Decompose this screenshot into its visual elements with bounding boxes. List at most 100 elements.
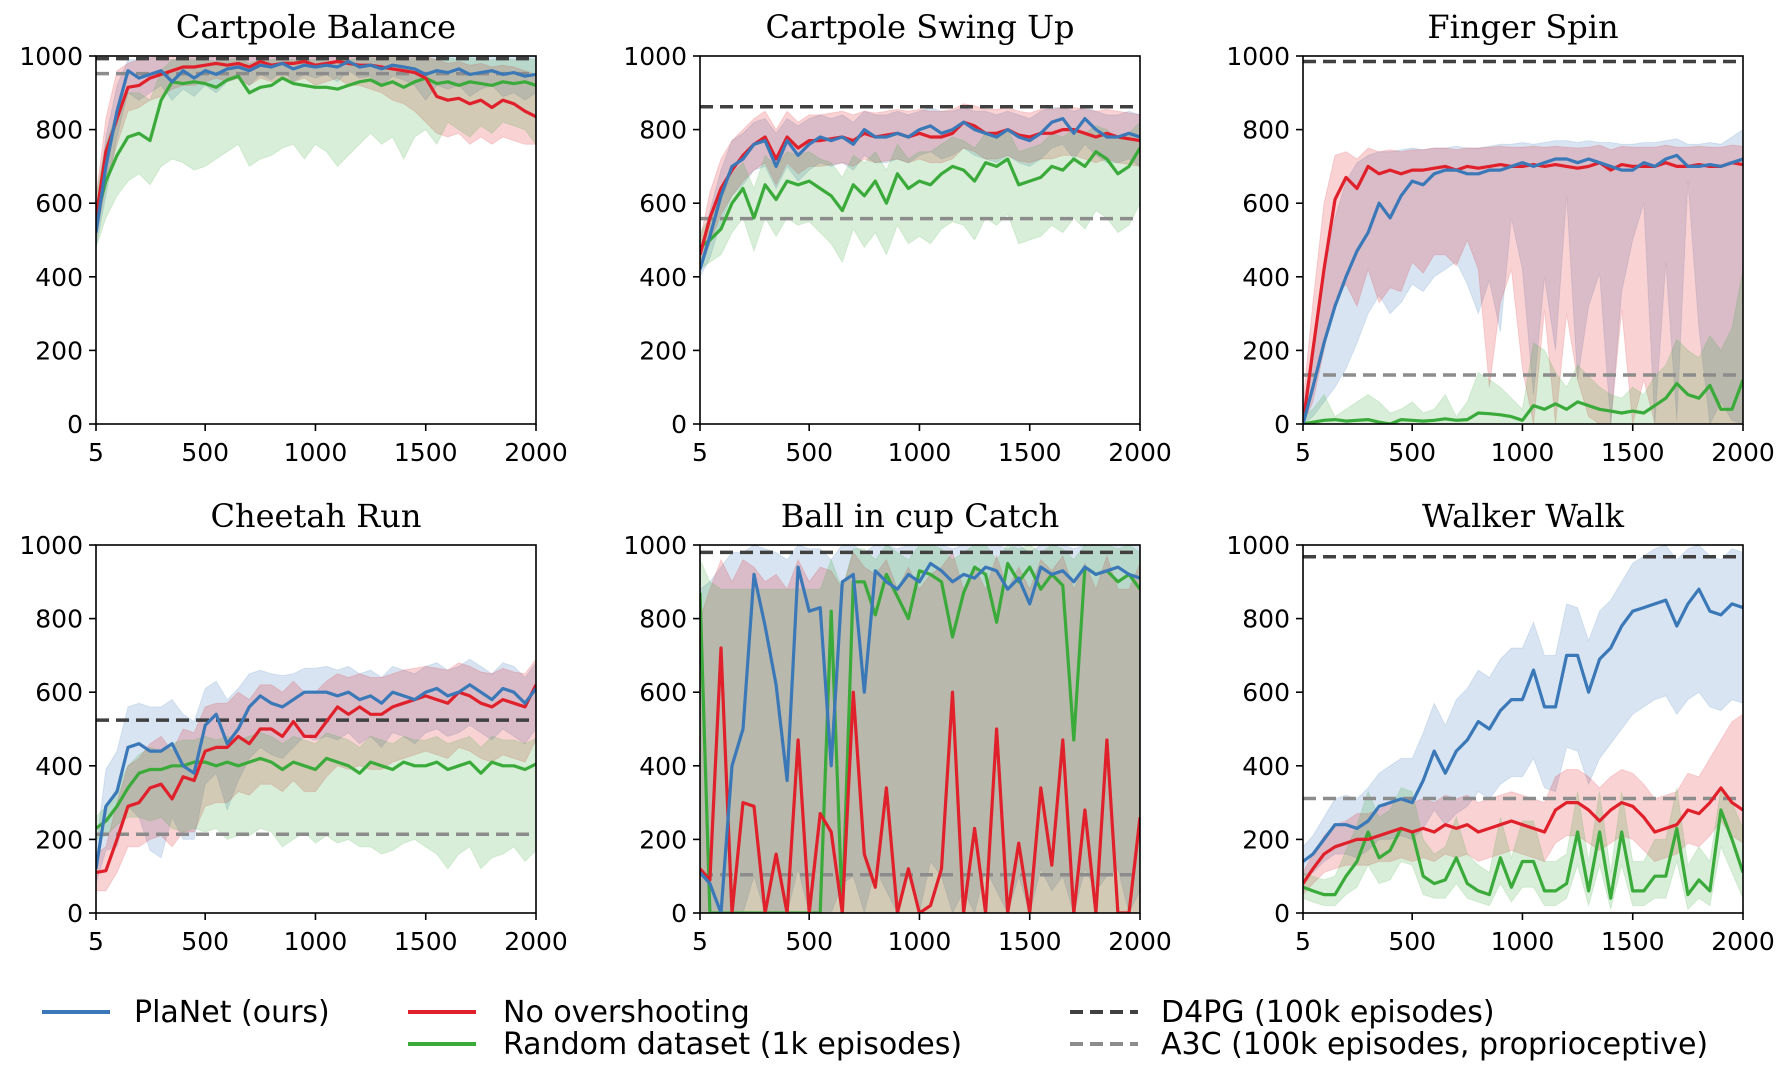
x-tick-label: 500	[1388, 927, 1436, 956]
band-planet	[1303, 545, 1743, 877]
x-tick-label: 2000	[1108, 438, 1172, 467]
y-tick-label: 0	[67, 410, 83, 439]
panel-title: Finger Spin	[1427, 8, 1618, 46]
x-tick-label: 5	[692, 438, 708, 467]
panel-title: Cheetah Run	[211, 497, 422, 535]
line-planet	[96, 59, 536, 233]
line-planet	[700, 561, 1140, 913]
panel-title: Cartpole Balance	[176, 8, 456, 46]
y-tick-label: 800	[1242, 116, 1290, 145]
x-tick-label: 1500	[394, 927, 458, 956]
plot-area	[96, 56, 536, 248]
panel-cartpole-balance: Cartpole Balance 0 200 400 600 800 1000 5 500 100…	[19, 8, 567, 467]
y-tick-label: 600	[1242, 189, 1290, 218]
y-tick-label: 1000	[19, 531, 83, 560]
panel-finger-spin: Finger Spin 0 200 400 600 800 1000 5 500 1000 1500…	[1226, 8, 1774, 467]
legend: PlaNet (ours) No overshooting Random dat…	[42, 995, 1708, 1062]
legend-item-planet: PlaNet (ours)	[42, 995, 330, 1030]
band-random-dataset	[700, 545, 1140, 913]
y-tick-label: 200	[639, 336, 687, 365]
legend-label-d4pg: D4PG (100k episodes)	[1161, 995, 1495, 1030]
legend-label-planet: PlaNet (ours)	[134, 995, 330, 1030]
y-tick-label: 200	[639, 825, 687, 854]
panel-ball-in-cup-catch: Ball in cup Catch 0 200 400 600 800 1000 5 500 10…	[623, 497, 1171, 956]
legend-label-random-dataset: Random dataset (1k episodes)	[503, 1027, 962, 1062]
x-tick-label: 1500	[1601, 927, 1665, 956]
line-random-dataset	[700, 147, 1140, 249]
y-tick-label: 1000	[623, 531, 687, 560]
plot-area	[700, 545, 1140, 913]
band-planet	[700, 106, 1140, 278]
band-no-overshooting	[96, 56, 536, 241]
legend-item-d4pg: D4PG (100k episodes)	[1070, 995, 1495, 1030]
line-planet	[700, 116, 1140, 270]
x-tick-label: 1500	[1601, 438, 1665, 467]
y-tick-label: 600	[35, 189, 83, 218]
y-tick-label: 1000	[1226, 42, 1290, 71]
y-tick-label: 600	[639, 678, 687, 707]
band-random-dataset	[1303, 269, 1743, 424]
x-tick-label: 1500	[998, 927, 1062, 956]
y-tick-label: 0	[1274, 410, 1290, 439]
x-tick-label: 500	[1388, 438, 1436, 467]
y-tick-label: 200	[35, 336, 83, 365]
y-tick-label: 0	[671, 899, 687, 928]
x-tick-label: 5	[88, 927, 104, 956]
x-tick-label: 1000	[888, 438, 952, 467]
x-tick-label: 500	[785, 927, 833, 956]
x-tick-label: 2000	[504, 927, 568, 956]
plot-area	[1303, 59, 1743, 424]
x-tick-label: 2000	[1711, 927, 1775, 956]
x-tick-label: 500	[181, 438, 229, 467]
x-tick-label: 1500	[394, 438, 458, 467]
x-tick-label: 1000	[284, 438, 348, 467]
y-tick-label: 800	[639, 116, 687, 145]
panel-title: Walker Walk	[1422, 497, 1625, 535]
x-tick-label: 500	[785, 438, 833, 467]
legend-label-a3c: A3C (100k episodes, proprioceptive)	[1161, 1027, 1708, 1062]
line-no-overshooting	[1303, 786, 1743, 885]
y-tick-label: 600	[1242, 678, 1290, 707]
band-no-overshooting	[1303, 144, 1743, 424]
y-tick-label: 400	[35, 752, 83, 781]
line-planet	[1303, 587, 1743, 863]
line-no-overshooting	[96, 684, 536, 875]
x-tick-label: 1500	[998, 438, 1062, 467]
line-no-overshooting	[96, 59, 536, 219]
line-planet	[96, 683, 536, 870]
panel-title: Cartpole Swing Up	[765, 8, 1074, 46]
x-tick-label: 2000	[1108, 927, 1172, 956]
x-tick-label: 1000	[1491, 927, 1555, 956]
line-no-overshooting	[700, 120, 1140, 256]
y-tick-label: 400	[639, 752, 687, 781]
plot-area	[96, 658, 536, 892]
y-tick-label: 0	[671, 410, 687, 439]
panel-cheetah-run: Cheetah Run 0 200 400 600 800 1000 5 500 1000 1500…	[19, 497, 567, 956]
legend-item-random-dataset: Random dataset (1k episodes)	[408, 1027, 962, 1062]
line-random-dataset	[96, 74, 536, 219]
x-tick-label: 1000	[284, 927, 348, 956]
x-tick-label: 2000	[504, 438, 568, 467]
y-tick-label: 200	[1242, 336, 1290, 365]
band-no-overshooting	[700, 551, 1140, 913]
x-tick-label: 5	[1295, 438, 1311, 467]
band-random-dataset	[700, 121, 1140, 271]
y-tick-label: 800	[35, 116, 83, 145]
band-planet	[96, 658, 536, 884]
y-tick-label: 800	[35, 605, 83, 634]
x-tick-label: 1000	[1491, 438, 1555, 467]
line-no-overshooting	[700, 646, 1140, 913]
y-tick-label: 400	[1242, 263, 1290, 292]
legend-item-a3c: A3C (100k episodes, proprioceptive)	[1070, 1027, 1708, 1062]
y-tick-label: 1000	[623, 42, 687, 71]
line-no-overshooting	[1303, 161, 1743, 424]
panel-walker-walk: Walker Walk 0 200 400 600 800 1000 5 500 1000 1500…	[1226, 497, 1774, 956]
panel-cartpole-swing-up: Cartpole Swing Up 0 200 400 600 800 1000 5 500 10…	[623, 8, 1171, 467]
line-planet	[1303, 153, 1743, 424]
x-tick-label: 2000	[1711, 438, 1775, 467]
y-tick-label: 400	[639, 263, 687, 292]
y-tick-label: 200	[1242, 825, 1290, 854]
